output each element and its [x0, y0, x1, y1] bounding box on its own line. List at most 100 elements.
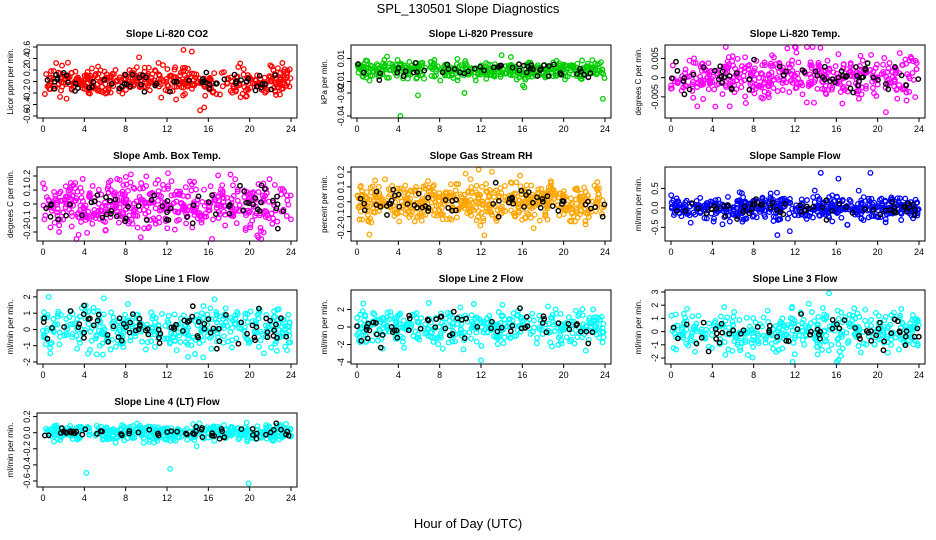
data-point [43, 194, 50, 201]
data-point [912, 94, 919, 101]
data-point [200, 303, 207, 310]
data-point [846, 196, 853, 203]
reference-point [40, 319, 47, 325]
data-point [253, 321, 259, 328]
reference-point [400, 73, 407, 80]
data-point [839, 328, 846, 335]
y-tick-label: -2 [22, 358, 32, 366]
reference-point [566, 326, 573, 333]
data-point [798, 196, 805, 203]
data-point [591, 182, 598, 189]
y-tick-label: -0.01 [336, 71, 346, 92]
reference-point [681, 91, 688, 98]
data-point [558, 337, 565, 344]
data-point [579, 57, 586, 64]
reference-point [474, 323, 481, 330]
data-point [774, 337, 781, 344]
data-point [91, 206, 98, 213]
panel-title: Slope Line 2 Flow [439, 274, 524, 285]
data-point [265, 323, 272, 330]
reference-point [212, 211, 219, 218]
panel-title: Slope Gas Stream RH [430, 151, 533, 162]
x-tick-label: 24 [914, 124, 924, 134]
data-point [68, 223, 75, 230]
data-point [583, 323, 590, 330]
data-point [102, 202, 109, 209]
data-point [93, 351, 100, 358]
data-point [739, 63, 745, 70]
reference-point [711, 203, 718, 210]
x-tick-label: 0 [668, 124, 673, 134]
data-point [542, 209, 549, 216]
data-point [427, 63, 434, 70]
data-point [571, 340, 578, 347]
data-point [359, 216, 366, 223]
x-tick-label: 16 [831, 247, 841, 257]
reference-point [870, 74, 877, 81]
y-tick-label: 0 [650, 75, 660, 80]
reference-point [222, 311, 229, 318]
data-point [168, 178, 175, 185]
data-point [794, 70, 801, 77]
data-point [422, 64, 429, 71]
x-tick-label: 4 [82, 124, 87, 134]
reference-point [864, 60, 871, 67]
data-point [515, 197, 522, 204]
data-point [764, 307, 771, 314]
reference-point [817, 335, 823, 342]
reference-point [538, 66, 544, 73]
data-point [529, 310, 536, 317]
reference-point [216, 338, 223, 345]
reference-point [205, 199, 212, 205]
data-point [504, 66, 511, 73]
reference-point [272, 72, 279, 79]
data-point [872, 309, 879, 316]
data-point [891, 78, 898, 85]
data-point [723, 84, 730, 91]
data-point [100, 311, 107, 318]
data-point [225, 338, 232, 345]
x-tick-label: 12 [162, 124, 172, 134]
data-point [387, 308, 394, 315]
data-point [105, 84, 112, 91]
data-point [549, 190, 556, 197]
y-tick-label: -0.1 [336, 209, 346, 225]
data-point [455, 181, 462, 188]
data-point [356, 216, 363, 223]
reference-point [853, 64, 859, 70]
reference-point [875, 77, 881, 83]
data-point [530, 317, 537, 324]
data-point [835, 341, 842, 348]
data-point [136, 54, 143, 61]
reference-point [81, 302, 88, 309]
reference-point [105, 338, 112, 345]
data-point [124, 187, 131, 194]
data-point [596, 195, 603, 201]
data-point [489, 211, 495, 218]
data-point [668, 85, 674, 92]
data-point [676, 201, 683, 208]
y-tick-label: -2 [336, 340, 346, 348]
reference-point [107, 197, 113, 204]
data-point [744, 352, 751, 359]
data-point [109, 320, 116, 327]
data-point [357, 320, 364, 327]
data-point [59, 62, 65, 69]
data-point [792, 332, 799, 339]
reference-point [555, 207, 562, 214]
reference-point [121, 80, 128, 87]
data-point [886, 60, 893, 66]
data-point [112, 205, 119, 212]
data-point [374, 61, 380, 68]
data-point [276, 81, 283, 88]
reference-point [733, 70, 740, 77]
reference-point [549, 203, 556, 210]
data-point [91, 210, 98, 217]
reference-point [355, 61, 361, 67]
data-point [788, 71, 795, 77]
data-point [220, 69, 227, 76]
data-point [402, 196, 409, 202]
reference-point [357, 195, 364, 202]
data-point [774, 232, 781, 239]
reference-point [76, 321, 83, 327]
